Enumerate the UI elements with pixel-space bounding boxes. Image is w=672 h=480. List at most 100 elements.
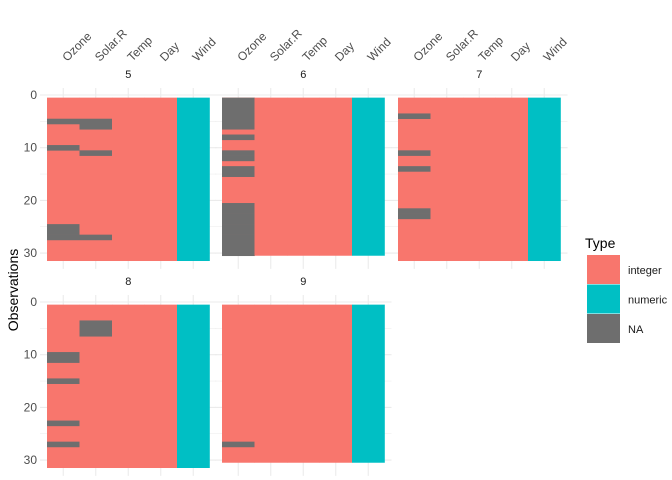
y-tick-label: 30	[24, 453, 38, 467]
na-cell	[222, 171, 255, 177]
na-cell	[222, 229, 255, 235]
na-cell	[222, 213, 255, 220]
na-cell	[222, 155, 255, 162]
x-tick-label: Solar.R	[92, 26, 130, 64]
na-cell	[222, 134, 255, 141]
x-tick-label: Wind	[189, 35, 218, 64]
na-cell	[222, 441, 255, 448]
na-cell	[398, 166, 431, 172]
na-cell	[79, 234, 113, 241]
cell-block-Wind	[177, 304, 210, 469]
na-cell	[398, 150, 431, 156]
legend-label: numeric	[628, 295, 668, 307]
na-cell	[222, 123, 255, 130]
x-tick-label: Ozone	[234, 29, 269, 64]
na-cell	[79, 325, 113, 332]
cell-block-Wind	[352, 97, 385, 256]
cell-block-Day	[319, 304, 353, 463]
x-tick-label: Ozone	[410, 29, 445, 64]
x-tick-label: Wind	[540, 35, 569, 64]
na-cell	[398, 213, 431, 220]
x-tick-label: Temp	[299, 33, 330, 64]
na-cell	[222, 118, 255, 125]
y-axis-title: Observations	[5, 249, 21, 331]
x-tick-label: Temp	[124, 33, 155, 64]
na-cell	[79, 123, 113, 130]
x-tick-label: Day	[332, 39, 357, 64]
na-cell	[222, 150, 255, 156]
cell-block-Solar.R	[254, 304, 288, 463]
legend-label: integer	[628, 265, 662, 277]
na-cell	[222, 113, 255, 120]
legend-title: Type	[585, 235, 616, 251]
y-tick-label: 0	[30, 295, 37, 309]
cell-block-Temp	[463, 97, 496, 262]
y-tick-label: 10	[24, 141, 38, 155]
x-tick-label: Day	[508, 39, 533, 64]
na-cell	[47, 420, 80, 427]
na-cell	[47, 229, 80, 235]
facet-strip-label: 5	[125, 69, 131, 81]
legend-key-NA	[587, 314, 620, 343]
na-cell	[222, 108, 255, 114]
na-cell	[47, 352, 80, 358]
legend-key-numeric	[587, 284, 620, 314]
cell-block-Temp	[112, 97, 145, 262]
x-tick-label: Solar.R	[267, 26, 305, 64]
na-cell	[222, 239, 255, 246]
facet-panel-9: 9	[215, 276, 392, 476]
na-cell	[79, 118, 113, 125]
na-cell	[222, 234, 255, 241]
na-cell	[47, 378, 80, 384]
na-cell	[222, 97, 255, 104]
cell-block-Day	[495, 97, 529, 262]
na-cell	[398, 113, 431, 120]
cell-block-Solar.R	[430, 97, 464, 262]
x-tick-label: Day	[157, 39, 182, 64]
na-cell	[222, 218, 255, 225]
cell-block-Ozone	[222, 304, 255, 463]
na-cell	[222, 245, 255, 251]
cell-block-Ozone	[398, 97, 431, 262]
na-cell	[79, 320, 113, 327]
cell-block-Solar.R	[254, 97, 288, 256]
cell-block-Ozone	[47, 304, 80, 469]
x-tick-label: Ozone	[59, 29, 94, 64]
cell-block-Day	[144, 97, 178, 262]
y-tick-label: 10	[24, 348, 38, 362]
na-cell	[222, 224, 255, 230]
cell-block-Day	[144, 304, 178, 469]
na-cell	[222, 250, 255, 257]
legend-key-integer	[587, 255, 620, 284]
cell-block-Temp	[112, 304, 145, 469]
cell-block-Wind	[528, 97, 561, 262]
facet-strip-label: 7	[476, 69, 482, 81]
na-cell	[398, 208, 431, 214]
y-tick-label: 30	[24, 246, 38, 260]
na-cell	[47, 357, 80, 363]
facet-strip-label: 8	[125, 276, 131, 288]
na-cell	[47, 234, 80, 241]
facet-panel-8: 8 0 10 20 30	[24, 276, 217, 476]
cell-block-Wind	[177, 97, 210, 262]
cell-block-Wind	[352, 304, 385, 463]
na-cell	[222, 166, 255, 172]
y-tick-label: 20	[24, 193, 38, 207]
na-cell	[222, 102, 255, 109]
facet-strip-label: 6	[300, 69, 306, 81]
cell-block-Day	[319, 97, 353, 256]
na-cell	[47, 441, 80, 448]
na-cell	[47, 224, 80, 230]
cell-block-Temp	[287, 97, 320, 256]
cell-block-Temp	[287, 304, 320, 463]
x-tick-label: Wind	[364, 35, 393, 64]
x-tick-label: Temp	[475, 33, 506, 64]
na-cell	[222, 208, 255, 214]
na-cell	[47, 118, 80, 125]
y-tick-label: 20	[24, 400, 38, 414]
na-cell	[79, 330, 113, 337]
